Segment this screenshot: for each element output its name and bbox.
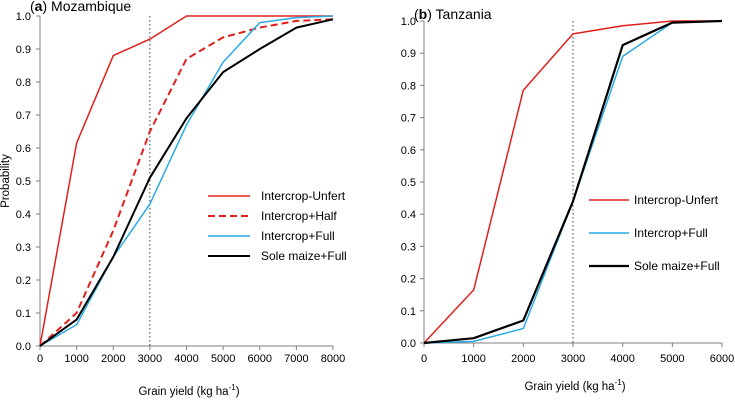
series-line-sole-maize-full [39, 18, 334, 347]
panel-b-tanzania: 0.0 0.1 0.2 0.3 0.4 0.5 0.6 0.7 0.8 0.9 1.0 0 1000 20… [401, 6, 735, 393]
x-tick-label: 8000 [321, 353, 345, 365]
panel-letter: a [35, 0, 43, 14]
y-tick-label: 0.0 [401, 338, 416, 350]
x-tick-label: 1000 [461, 353, 485, 365]
y-tick-label: 0.6 [16, 143, 31, 155]
panel-title-open-paren: ( [30, 0, 35, 14]
x-tick-label: 5000 [211, 353, 235, 365]
y-tick-label: 0.1 [401, 306, 416, 318]
panel-title-close-paren: ) [42, 0, 51, 14]
x-axis-label-close: ) [622, 381, 626, 393]
y-tick-label: 0.2 [16, 275, 31, 287]
y-tick-label: 0.8 [401, 80, 416, 92]
series-line-intercrop-unfert [423, 20, 722, 344]
y-tick-label: 0.0 [16, 341, 31, 353]
y-tick-label: 0.9 [16, 44, 31, 56]
legend-label-intercrop-unfert: Intercrop-Unfert [261, 189, 346, 203]
x-tick-label: 3000 [561, 353, 585, 365]
x-tick-label: 4000 [174, 353, 198, 365]
x-tick-label: 6000 [248, 353, 272, 365]
y-tick-label: 1.0 [16, 11, 31, 23]
y-tick-label: 0.5 [401, 177, 416, 189]
legend-label-sole-maize-full: Sole maize+Full [634, 259, 720, 273]
legend-label-intercrop-full: Intercrop+Full [634, 226, 708, 240]
x-axis-label: Grain yield (kg ha-1) [138, 383, 239, 398]
panel-title: (a) Mozambique [30, 0, 131, 14]
legend: Intercrop-Unfert Intercrop+Half Intercrop+… [208, 189, 347, 263]
panel-letter: b [419, 6, 428, 22]
y-tick-label: 0.9 [401, 48, 416, 60]
series-line-sole-maize-full [423, 19, 723, 345]
panel-title-open-paren: ( [414, 6, 419, 22]
legend-label-intercrop-unfert: Intercrop-Unfert [634, 193, 719, 207]
series-line-intercrop-full [39, 15, 334, 347]
x-tick-label: 0 [421, 353, 427, 365]
x-tick-label: 0 [37, 353, 43, 365]
legend-label-intercrop-full: Intercrop+Full [261, 229, 335, 243]
panel-title-close-paren: ) [427, 6, 435, 22]
x-tick-label: 6000 [710, 353, 734, 365]
legend-label-sole-maize-full: Sole maize+Full [261, 249, 347, 263]
y-tick-label: 0.6 [401, 145, 416, 157]
y-tick-label: 0.4 [16, 209, 31, 221]
x-tick-label: 5000 [660, 353, 684, 365]
legend-label-intercrop-half: Intercrop+Half [261, 209, 337, 223]
x-axis-label-text: Grain yield (kg ha [138, 386, 229, 398]
x-tick-label: 3000 [138, 353, 162, 365]
panel-title: (b) Tanzania [414, 6, 492, 22]
panel-a-mozambique: 0.0 0.1 0.2 0.3 0.4 0.5 0.6 0.7 0.8 0.9 1.0 0 1000 20… [0, 0, 347, 398]
x-tick-label: 2000 [511, 353, 535, 365]
y-tick-label: 0.8 [16, 77, 31, 89]
x-tick-label: 7000 [284, 353, 308, 365]
y-tick-label: 0.7 [401, 113, 416, 125]
y-tick-label: 0.3 [401, 241, 416, 253]
legend: Intercrop-Unfert Intercrop+Full Sole maize… [589, 193, 720, 273]
y-tick-label: 0.1 [16, 308, 31, 320]
y-tick-label: 0.3 [16, 242, 31, 254]
y-tick-label: 0.2 [401, 274, 416, 286]
y-tick-label: 0.4 [401, 209, 416, 221]
x-tick-label: 4000 [610, 353, 634, 365]
x-axis-label-superscript: -1 [615, 378, 623, 387]
y-axis-label: Probability [0, 154, 12, 208]
series-line-intercrop-half [39, 18, 334, 347]
series-line-intercrop-unfert [39, 15, 333, 347]
x-tick-label: 1000 [64, 353, 88, 365]
y-tick-label: 0.5 [16, 176, 31, 188]
x-axis-label-text: Grain yield (kg ha [524, 381, 615, 393]
y-tick-label: 1.0 [401, 16, 416, 28]
x-axis-label-superscript: -1 [229, 383, 237, 392]
x-tick-label: 2000 [101, 353, 125, 365]
x-axis-label-close: ) [236, 386, 240, 398]
x-axis-label: Grain yield (kg ha-1) [524, 378, 625, 393]
y-tick-label: 0.7 [16, 110, 31, 122]
panel-title-text: Tanzania [436, 6, 492, 22]
panel-title-text: Mozambique [51, 0, 131, 14]
